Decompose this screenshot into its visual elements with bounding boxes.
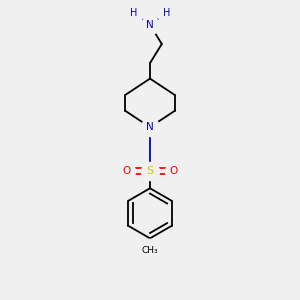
- Text: O: O: [122, 166, 130, 176]
- Text: N: N: [146, 20, 154, 30]
- Text: H: H: [130, 8, 137, 18]
- Text: S: S: [146, 166, 154, 176]
- Text: CH₃: CH₃: [142, 246, 158, 255]
- Text: N: N: [146, 122, 154, 132]
- Text: H: H: [163, 8, 170, 18]
- Text: O: O: [169, 166, 178, 176]
